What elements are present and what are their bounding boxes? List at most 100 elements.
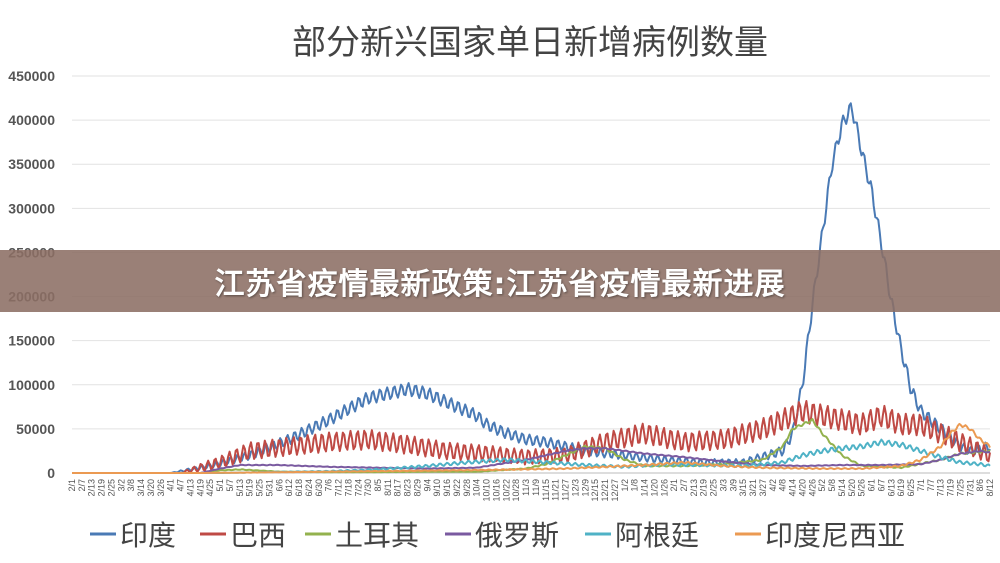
x-tick-label: 11/27 [561, 479, 571, 501]
x-tick-label: 3/21 [748, 479, 758, 497]
x-tick-label: 3/3 [718, 479, 728, 492]
x-tick-label: 4/20 [797, 479, 807, 497]
x-tick-label: 8/6 [975, 479, 985, 492]
x-tick-label: 7/1 [916, 479, 926, 492]
title-banner: 江苏省疫情最新政策:江苏省疫情最新进展 [0, 250, 1000, 312]
x-tick-label: 6/30 [314, 479, 324, 497]
x-tick-label: 7/13 [936, 479, 946, 497]
x-tick-label: 5/7 [225, 479, 235, 492]
legend-label: 阿根廷 [615, 519, 699, 552]
x-tick-label: 6/6 [274, 479, 284, 492]
x-tick-label: 2/1 [669, 479, 679, 492]
x-tick-label: 5/20 [847, 479, 857, 497]
x-tick-label: 4/13 [185, 479, 195, 497]
x-tick-label: 4/25 [205, 479, 215, 497]
x-tick-label: 7/30 [363, 479, 373, 497]
x-tick-label: 5/26 [857, 479, 867, 497]
x-tick-label: 7/7 [926, 479, 936, 492]
legend-label: 土耳其 [335, 519, 419, 552]
series-line [72, 446, 991, 474]
y-tick-label: 450000 [8, 68, 55, 84]
x-tick-label: 7/19 [946, 479, 956, 497]
x-tick-label: 2/1 [67, 479, 77, 492]
legend-label: 印度 [120, 519, 176, 552]
x-tick-label: 7/24 [353, 479, 363, 497]
x-tick-label: 9/4 [422, 479, 432, 492]
x-tick-label: 11/9 [531, 479, 541, 496]
x-tick-label: 5/19 [245, 479, 255, 497]
x-tick-label: 6/24 [304, 479, 314, 497]
x-tick-label: 5/2 [817, 479, 827, 492]
x-tick-label: 2/7 [77, 479, 87, 492]
x-tick-label: 3/15 [738, 479, 748, 497]
x-tick-label: 5/8 [827, 479, 837, 492]
x-tick-label: 2/19 [97, 479, 107, 497]
x-tick-label: 7/25 [955, 479, 965, 497]
x-tick-label: 7/18 [343, 479, 353, 497]
x-tick-label: 10/10 [482, 479, 492, 502]
x-tick-label: 4/2 [768, 479, 778, 492]
x-tick-label: 9/10 [432, 479, 442, 497]
x-tick-label: 4/7 [176, 479, 186, 492]
x-tick-label: 3/2 [116, 479, 126, 492]
x-tick-label: 4/8 [778, 479, 788, 492]
legend-label: 俄罗斯 [475, 519, 559, 552]
x-tick-label: 2/13 [689, 479, 699, 497]
x-tick-label: 7/12 [334, 479, 344, 497]
x-tick-label: 5/31 [264, 479, 274, 497]
x-tick-label: 2/19 [699, 479, 709, 497]
x-tick-label: 11/21 [551, 479, 561, 501]
x-tick-label: 10/4 [472, 479, 482, 497]
y-axis: 0500001000001500002000002500003000003500… [8, 68, 55, 481]
x-tick-label: 9/22 [452, 479, 462, 497]
x-tick-label: 4/19 [195, 479, 205, 497]
x-tick-label: 12/27 [610, 479, 620, 502]
x-tick-label: 7/31 [965, 479, 975, 497]
x-tick-label: 4/26 [807, 479, 817, 497]
x-tick-label: 8/29 [412, 479, 422, 497]
x-tick-label: 5/25 [255, 479, 265, 497]
x-tick-label: 5/1 [215, 479, 225, 492]
x-tick-label: 12/15 [590, 479, 600, 502]
x-tick-label: 6/25 [906, 479, 916, 497]
x-tick-label: 9/16 [442, 479, 452, 497]
x-tick-label: 3/26 [156, 479, 166, 497]
x-axis: 2/1 2/7 2/13 2/19 2/25 3/2 3/8 3/14 3/20 3/26 4/1 4… [67, 479, 995, 502]
x-tick-label: 10/28 [511, 479, 521, 502]
y-tick-label: 50000 [16, 421, 55, 437]
x-tick-label: 12/9 [580, 479, 590, 497]
x-tick-label: 3/20 [146, 479, 156, 497]
x-tick-label: 8/11 [383, 479, 393, 496]
x-tick-label: 5/13 [235, 479, 245, 497]
x-tick-label: 3/9 [728, 479, 738, 492]
x-tick-label: 1/26 [659, 479, 669, 497]
x-tick-label: 12/21 [600, 479, 610, 502]
x-tick-label: 3/8 [126, 479, 136, 492]
chart-legend: 印度 巴西 土耳其 俄罗斯 阿根廷 印度尼西亚 [90, 519, 905, 552]
x-tick-label: 3/27 [758, 479, 768, 497]
y-tick-label: 350000 [8, 156, 55, 172]
x-tick-label: 8/17 [393, 479, 403, 497]
x-tick-label: 2/25 [106, 479, 116, 497]
y-tick-label: 150000 [8, 333, 55, 349]
x-tick-label: 6/19 [896, 479, 906, 497]
y-tick-label: 100000 [8, 377, 55, 393]
x-tick-label: 1/8 [630, 479, 640, 492]
x-tick-label: 4/14 [788, 479, 798, 497]
legend-label: 印度尼西亚 [765, 519, 905, 552]
x-tick-label: 11/15 [541, 479, 551, 501]
y-tick-label: 400000 [8, 112, 55, 128]
x-tick-label: 8/12 [985, 479, 995, 497]
x-tick-label: 8/5 [373, 479, 383, 492]
x-tick-label: 9/28 [462, 479, 472, 497]
chart-plot-area [72, 102, 991, 474]
chart-title: 部分新兴国家单日新增病例数量 [292, 23, 768, 63]
x-tick-label: 3/14 [136, 479, 146, 497]
x-tick-label: 5/14 [837, 479, 847, 497]
banner-text: 江苏省疫情最新政策:江苏省疫情最新进展 [214, 267, 786, 302]
x-tick-label: 2/25 [709, 479, 719, 497]
x-tick-label: 6/13 [886, 479, 896, 497]
x-tick-label: 6/1 [867, 479, 877, 492]
x-tick-label: 2/13 [87, 479, 97, 497]
x-tick-label: 10/16 [491, 479, 501, 502]
